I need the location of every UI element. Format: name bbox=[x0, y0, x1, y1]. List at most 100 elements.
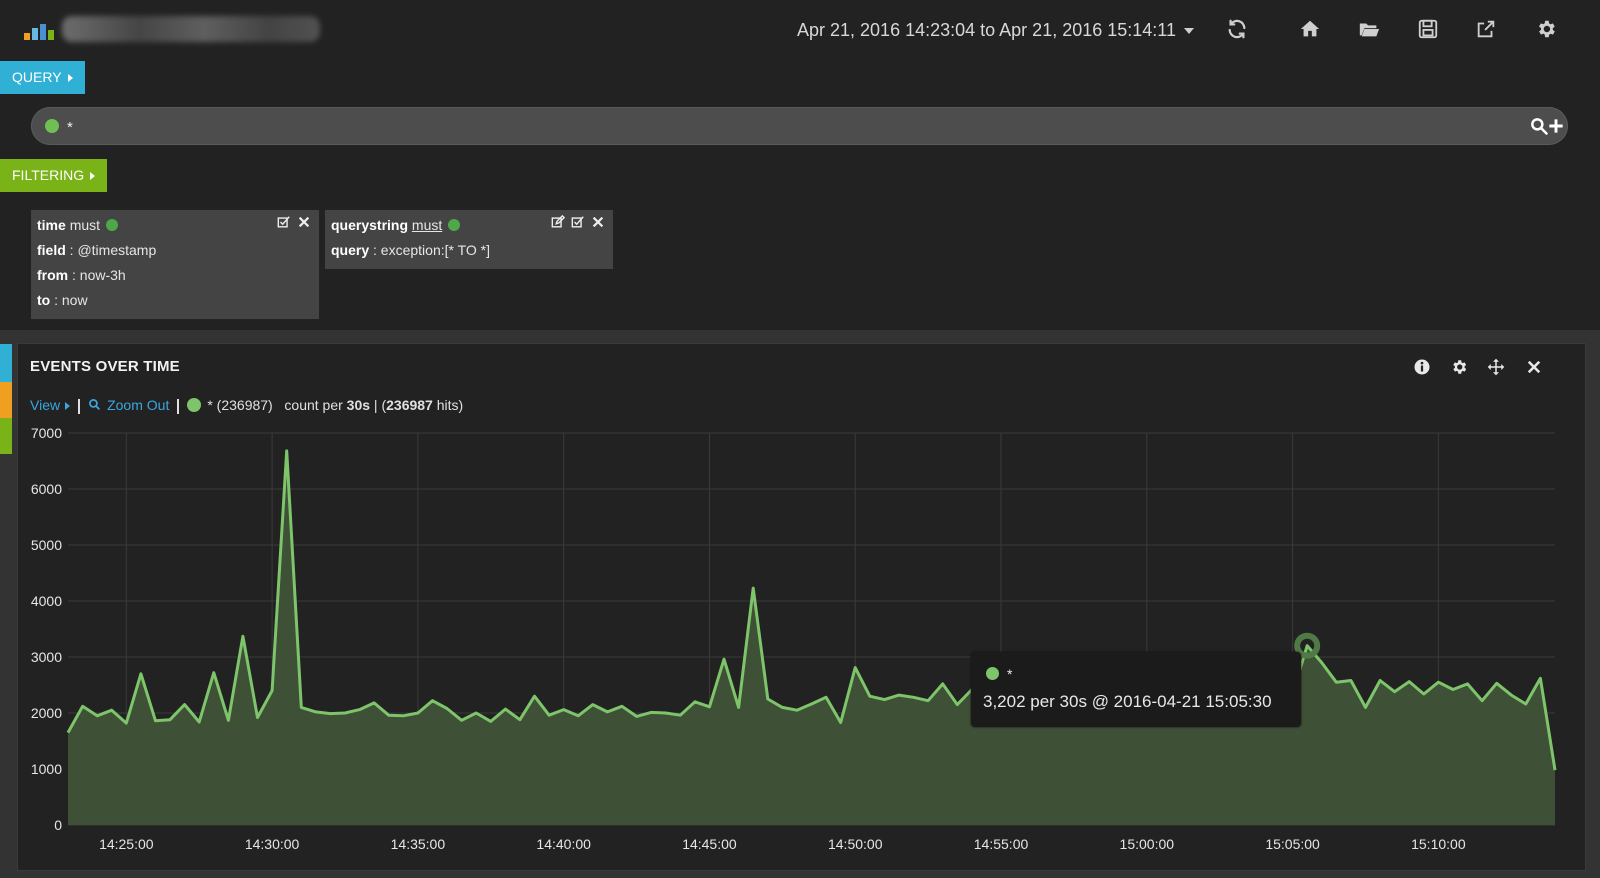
info-icon[interactable] bbox=[1413, 358, 1431, 376]
filter-row: query : exception:[* TO *] bbox=[331, 242, 491, 258]
y-tick-label: 1000 bbox=[31, 761, 62, 777]
share-icon[interactable] bbox=[1475, 18, 1497, 40]
x-tick-label: 14:35:00 bbox=[391, 836, 446, 852]
logo-bar-1 bbox=[24, 33, 30, 40]
caret-right-icon bbox=[65, 402, 71, 411]
query-section-toggle[interactable]: QUERY bbox=[0, 61, 85, 94]
gear-icon[interactable] bbox=[1535, 18, 1557, 40]
kibana-logo-icon[interactable] bbox=[24, 20, 58, 40]
close-icon[interactable] bbox=[591, 215, 605, 229]
filter-type: time bbox=[37, 217, 66, 233]
filtering-section-toggle[interactable]: FILTERING bbox=[0, 159, 108, 192]
search-icon[interactable] bbox=[1529, 116, 1549, 136]
divider bbox=[177, 398, 180, 414]
filter-mode[interactable]: must bbox=[69, 217, 101, 233]
filter-active-dot[interactable] bbox=[448, 219, 461, 231]
y-tick-label: 2000 bbox=[31, 705, 62, 721]
highlight-point[interactable] bbox=[1294, 632, 1321, 659]
zoom-out-icon bbox=[89, 399, 101, 410]
top-navbar: Apr 21, 2016 14:23:04 to Apr 21, 2016 15… bbox=[0, 0, 1600, 60]
query-tab-label: QUERY bbox=[12, 69, 62, 85]
x-tick-label: 14:40:00 bbox=[536, 836, 591, 852]
logo-bar-2 bbox=[32, 28, 38, 40]
filter-key: to bbox=[37, 292, 51, 308]
chart-tooltip: * 3,202 per 30s @ 2016-04-21 15:05:30 bbox=[971, 652, 1301, 727]
tooltip-series-name: * bbox=[1007, 666, 1013, 682]
query-color-dot[interactable] bbox=[45, 119, 59, 133]
x-tick-label: 14:25:00 bbox=[99, 836, 154, 852]
y-tick-label: 0 bbox=[54, 817, 62, 833]
time-range-picker[interactable]: Apr 21, 2016 14:23:04 to Apr 21, 2016 15… bbox=[797, 20, 1194, 41]
filter-row: field : @timestamp bbox=[37, 242, 157, 258]
query-input[interactable] bbox=[65, 113, 1509, 141]
filter-row: to : now bbox=[37, 292, 88, 308]
filtering-tab-label: FILTERING bbox=[12, 167, 85, 183]
x-tick-label: 15:10:00 bbox=[1411, 836, 1466, 852]
home-icon[interactable] bbox=[1299, 18, 1321, 40]
x-tick-label: 14:30:00 bbox=[245, 836, 300, 852]
view-menu[interactable]: View bbox=[30, 397, 71, 413]
zoom-out-label: Zoom Out bbox=[107, 397, 170, 413]
divider bbox=[78, 398, 81, 414]
blurred-dashboard-name bbox=[62, 16, 320, 42]
filter-mode[interactable]: must bbox=[411, 217, 443, 233]
filter-value: now-3h bbox=[79, 267, 126, 283]
interval-value: 30s bbox=[346, 397, 371, 413]
tooltip-text: 3,202 per 30s @ 2016-04-21 15:05:30 bbox=[983, 692, 1272, 711]
filter-time: time must field : @timestamp from : now-… bbox=[31, 210, 319, 319]
filter-value: exception:[* TO *] bbox=[380, 242, 491, 258]
row-control-collapse[interactable] bbox=[0, 382, 12, 418]
row-control-query[interactable] bbox=[0, 344, 12, 382]
y-tick-label: 7000 bbox=[31, 425, 62, 441]
chart-legend-bar: View Zoom Out * (236987) count per 30s | (… bbox=[30, 397, 464, 414]
add-query-icon[interactable] bbox=[1546, 116, 1566, 136]
time-range-text: Apr 21, 2016 14:23:04 to Apr 21, 2016 15… bbox=[797, 20, 1176, 40]
close-icon[interactable] bbox=[297, 215, 311, 229]
refresh-icon[interactable] bbox=[1226, 18, 1248, 40]
tooltip-series: * bbox=[986, 666, 1012, 682]
filter-row: from : now-3h bbox=[37, 267, 126, 283]
checkbox-edit-icon[interactable] bbox=[571, 215, 585, 229]
hits-suffix: hits) bbox=[436, 397, 464, 413]
y-tick-label: 4000 bbox=[31, 593, 62, 609]
filter-value: @timestamp bbox=[77, 242, 157, 258]
y-tick-label: 6000 bbox=[31, 481, 62, 497]
filter-querystring: querystring must query : exception:[* TO… bbox=[325, 210, 613, 269]
row-control-add[interactable] bbox=[0, 418, 12, 454]
series-label: * (236987) bbox=[207, 397, 273, 413]
filter-header: querystring must bbox=[325, 210, 613, 238]
series-color-dot bbox=[986, 667, 999, 680]
series-color-dot[interactable] bbox=[187, 398, 202, 412]
move-icon[interactable] bbox=[1487, 358, 1505, 376]
filter-header: time must bbox=[31, 210, 319, 238]
zoom-out-button[interactable]: Zoom Out bbox=[88, 397, 169, 413]
caret-down-icon bbox=[1183, 28, 1194, 35]
query-bar bbox=[31, 107, 1568, 145]
gear-icon[interactable] bbox=[1450, 358, 1468, 376]
checkbox-edit-icon[interactable] bbox=[277, 215, 291, 229]
filter-key: from bbox=[37, 267, 69, 283]
x-tick-label: 15:00:00 bbox=[1120, 836, 1175, 852]
caret-right-icon bbox=[90, 172, 96, 181]
filter-actions bbox=[277, 215, 311, 229]
filter-key: field bbox=[37, 242, 66, 258]
filter-type: querystring bbox=[331, 217, 409, 233]
filter-actions bbox=[551, 214, 605, 229]
logo-bar-4 bbox=[48, 30, 54, 40]
edit-icon[interactable] bbox=[551, 214, 566, 229]
hits-open: ( bbox=[381, 397, 387, 413]
series-line bbox=[66, 449, 1557, 771]
close-icon[interactable] bbox=[1525, 358, 1543, 376]
logo-bar-3 bbox=[40, 24, 46, 40]
y-tick-label: 5000 bbox=[31, 537, 62, 553]
x-tick-label: 14:50:00 bbox=[828, 836, 883, 852]
folder-open-icon[interactable] bbox=[1358, 18, 1380, 40]
caret-right-icon bbox=[67, 74, 73, 83]
filter-active-dot[interactable] bbox=[106, 219, 119, 231]
filter-value: now bbox=[61, 292, 88, 308]
x-tick-label: 15:05:00 bbox=[1265, 836, 1320, 852]
x-tick-label: 14:55:00 bbox=[974, 836, 1029, 852]
hits-count: 236987 bbox=[386, 397, 433, 413]
save-icon[interactable] bbox=[1417, 18, 1439, 40]
